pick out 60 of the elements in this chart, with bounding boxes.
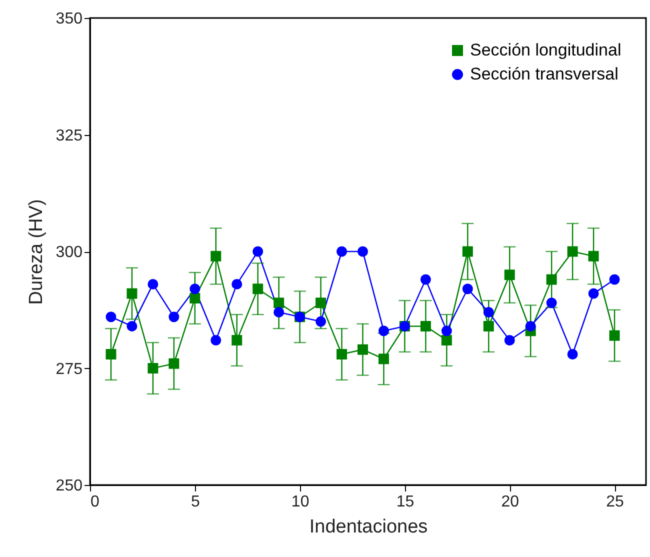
- x-axis-title: Indentaciones: [309, 516, 428, 538]
- point: [148, 278, 158, 290]
- point: [168, 358, 180, 369]
- y-tick-label: 275: [56, 360, 83, 378]
- y-tick-label: 300: [56, 244, 83, 261]
- point: [232, 334, 242, 346]
- point: [106, 312, 116, 322]
- point: [274, 298, 284, 308]
- point: [336, 246, 348, 257]
- point: [148, 363, 158, 374]
- point: [274, 306, 284, 318]
- point: [504, 270, 515, 280]
- point: [358, 246, 368, 257]
- point: [168, 312, 180, 322]
- point: [190, 292, 200, 304]
- x-tick-label: 25: [606, 494, 624, 510]
- point: [316, 298, 326, 308]
- point: [609, 330, 620, 341]
- point: [378, 326, 389, 336]
- legend-label: Sección longitudinal: [470, 40, 622, 60]
- x-tick-label: 20: [501, 494, 520, 510]
- point: [525, 320, 536, 332]
- point: [609, 274, 620, 285]
- y-tick-label: 350: [56, 10, 83, 28]
- point: [441, 334, 452, 346]
- point: [420, 320, 431, 332]
- point: [567, 246, 578, 257]
- point: [252, 284, 264, 294]
- point: [336, 348, 348, 360]
- point: [567, 349, 578, 360]
- point: [546, 298, 557, 308]
- point: [232, 278, 242, 290]
- point: [106, 348, 116, 360]
- x-tick-label: 10: [291, 494, 310, 510]
- point: [252, 246, 264, 257]
- point: [483, 320, 494, 332]
- point: [462, 284, 473, 294]
- point: [358, 344, 368, 355]
- y-tick-label: 325: [56, 127, 83, 144]
- point: [190, 284, 200, 294]
- point: [462, 246, 473, 257]
- point: [420, 274, 431, 285]
- x-tick-label: 5: [190, 494, 200, 510]
- point: [588, 250, 599, 262]
- legend-label: Sección transversal: [470, 64, 618, 84]
- y-axis-title: Dureza (HV): [26, 199, 47, 305]
- point: [210, 250, 222, 262]
- point: [588, 288, 599, 299]
- point: [316, 316, 326, 327]
- x-tick-label: 0: [90, 494, 100, 510]
- point: [210, 334, 222, 346]
- x-tick-label: 15: [396, 494, 414, 510]
- point: [126, 320, 138, 332]
- point: [504, 334, 515, 346]
- point: [378, 354, 389, 364]
- y-tick-label: 250: [56, 478, 83, 494]
- point: [126, 288, 138, 299]
- point: [546, 274, 557, 285]
- point: [441, 326, 452, 336]
- point: [483, 306, 494, 318]
